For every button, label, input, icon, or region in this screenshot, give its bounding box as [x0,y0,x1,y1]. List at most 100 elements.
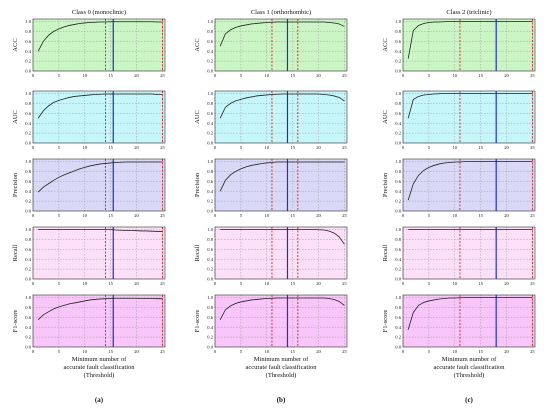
series-line [37,297,163,321]
x-tick-label: 5 [428,281,431,286]
plot-background [403,295,535,347]
subplot-1-4: 0.0 0.2 0.4 0.6 0.8 1.0 0 5 10 15 20 25 F1-score [194,294,347,354]
subplot-1-2: 0.0 0.2 0.4 0.6 0.8 1.0 0 5 10 15 20 25 Precision [194,158,347,218]
y-tick-label: 1.0 [395,227,401,232]
y-axis-label: F1-score [382,310,389,333]
y-tick-label: 0.2 [207,59,213,64]
x-axis-label-line: (Threshold) [454,372,485,379]
y-tick-label: 0.8 [25,29,31,34]
y-tick-label: 0.2 [395,59,401,64]
y-axis-label: Recall [12,245,19,262]
x-tick-label: 5 [428,73,431,78]
x-tick-label: 20 [504,213,509,218]
x-tick-label: 0 [214,213,217,218]
x-tick-label: 5 [58,349,61,354]
y-tick-label: 0.4 [25,189,31,194]
x-tick-label: 25 [530,145,535,150]
x-tick-label: 25 [530,73,535,78]
x-tick-label: 0 [32,349,35,354]
subplot-0-2: 0.0 0.2 0.4 0.6 0.8 1.0 0 5 10 15 20 25 Precision [12,158,165,218]
x-tick-label: 0 [402,213,405,218]
y-axis-label: ACC [12,38,19,51]
x-tick-label: 0 [402,73,405,78]
x-tick-label: 15 [478,145,483,150]
y-axis-label: Precision [382,172,389,197]
x-tick-label: 5 [58,73,61,78]
y-tick-label: 0.0 [25,141,31,146]
y-tick-label: 0.6 [207,247,213,252]
series-line [220,229,345,245]
y-tick-label: 0.0 [395,345,401,350]
y-tick-label: 0.2 [395,267,401,272]
y-tick-label: 0.2 [25,131,31,136]
x-tick-label: 5 [240,349,243,354]
y-tick-label: 0.8 [25,169,31,174]
x-axis-label-line: accurate fault classification [433,364,505,371]
x-tick-label: 15 [108,145,113,150]
y-tick-label: 0.2 [395,335,401,340]
x-tick-label: 25 [160,213,165,218]
y-tick-label: 1.0 [395,91,401,96]
x-tick-label: 10 [82,213,87,218]
x-tick-label: 20 [316,213,321,218]
y-tick-label: 1.0 [25,227,31,232]
x-tick-label: 20 [316,73,321,78]
column-title: Class 0 (monoclinic) [72,9,126,16]
x-tick-label: 10 [82,281,87,286]
plot-frame [402,90,536,144]
subplot-1-0: 0.0 0.2 0.4 0.6 0.8 1.0 0 5 10 15 20 25 ACC [194,18,347,78]
y-tick-label: 0.6 [395,111,401,116]
y-tick-label: 0.6 [25,315,31,320]
x-tick-label: 0 [32,73,35,78]
x-tick-label: 10 [264,213,269,218]
x-tick-label: 10 [452,349,457,354]
x-tick-label: 5 [428,145,431,150]
y-tick-label: 0.2 [25,335,31,340]
y-tick-label: 1.0 [25,19,31,24]
x-tick-label: 20 [504,281,509,286]
x-tick-label: 20 [134,349,139,354]
x-tick-label: 0 [32,281,35,286]
y-tick-label: 0.4 [207,189,213,194]
y-tick-label: 0.6 [395,39,401,44]
y-axis-label: ACC [382,38,389,51]
plot-frame [214,90,348,144]
y-tick-label: 0.4 [395,49,401,54]
x-tick-label: 0 [402,281,405,286]
y-tick-label: 1.0 [207,91,213,96]
x-tick-label: 5 [58,281,61,286]
y-tick-label: 0.8 [25,305,31,310]
y-tick-label: 0.2 [207,131,213,136]
y-tick-label: 1.0 [395,19,401,24]
y-tick-label: 0.8 [207,29,213,34]
x-tick-label: 5 [240,281,243,286]
series-line [407,161,533,201]
y-tick-label: 0.6 [207,315,213,320]
plot-background [33,91,165,143]
y-tick-label: 0.8 [207,237,213,242]
x-tick-label: 25 [160,281,165,286]
y-tick-label: 1.0 [25,91,31,96]
y-tick-label: 0.4 [207,325,213,330]
y-axis-label: ACC [194,38,201,51]
subplot-1-3: 0.0 0.2 0.4 0.6 0.8 1.0 0 5 10 15 20 25 Recall [194,226,348,286]
series-line [37,21,163,52]
y-tick-label: 1.0 [395,295,401,300]
y-tick-label: 0.0 [395,277,401,282]
y-tick-label: 0.0 [395,69,401,74]
subplot-2-2: 0.0 0.2 0.4 0.6 0.8 1.0 0 5 10 15 20 25 Precision [382,158,535,218]
x-tick-label: 10 [82,73,87,78]
y-tick-label: 0.2 [207,199,213,204]
x-tick-label: 15 [290,281,295,286]
x-tick-label: 15 [290,145,295,150]
panel-label: (a) [95,396,104,404]
y-tick-label: 0.2 [207,335,213,340]
x-tick-label: 15 [108,213,113,218]
x-tick-label: 10 [452,145,457,150]
x-tick-label: 5 [428,213,431,218]
y-tick-label: 0.0 [207,69,213,74]
x-tick-label: 25 [530,281,535,286]
x-tick-label: 0 [214,349,217,354]
plot-frame [214,226,348,280]
